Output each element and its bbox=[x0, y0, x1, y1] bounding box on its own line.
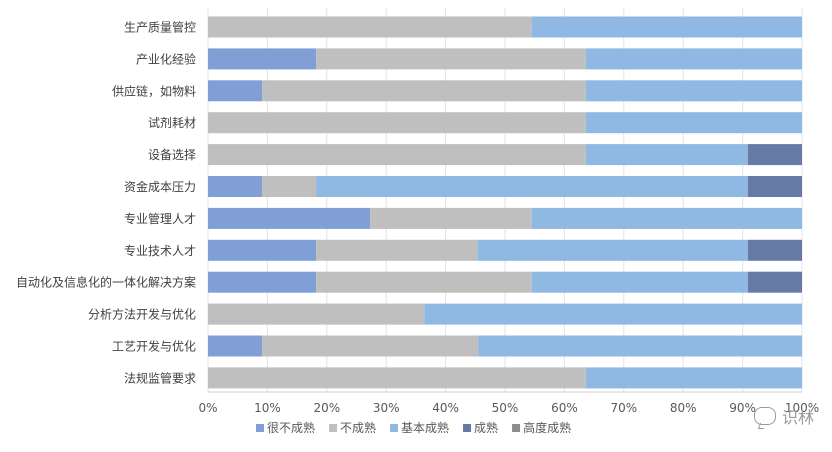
bar-segment-3 bbox=[531, 207, 802, 229]
category-label: 产业化经验 bbox=[136, 51, 196, 66]
category-label: 资金成本压力 bbox=[124, 179, 196, 194]
bar-segment-4 bbox=[747, 144, 802, 166]
bar-segment-2 bbox=[262, 335, 479, 357]
legend-label: 很不成熟 bbox=[267, 420, 315, 435]
x-tick-label: 100% bbox=[785, 401, 819, 415]
bar-segment-3 bbox=[531, 271, 748, 293]
category-label: 专业技术人才 bbox=[124, 243, 196, 258]
bars-group bbox=[208, 16, 802, 389]
bar-segment-4 bbox=[747, 271, 802, 293]
bar-segment-1 bbox=[208, 176, 263, 197]
bar-segment-2 bbox=[262, 176, 317, 197]
category-label: 生产质量管控 bbox=[124, 20, 196, 35]
bar-segment-3 bbox=[531, 16, 802, 38]
x-tick-label: 30% bbox=[373, 401, 400, 415]
bar-segment-3 bbox=[585, 112, 802, 134]
bar-segment-2 bbox=[262, 80, 586, 102]
legend-label: 不成熟 bbox=[340, 420, 376, 435]
category-label: 自动化及信息化的一体化解决方案 bbox=[16, 275, 196, 290]
legend-swatch bbox=[463, 424, 472, 432]
category-label: 分析方法开发与优化 bbox=[88, 307, 196, 322]
x-tick-label: 90% bbox=[729, 401, 756, 415]
x-tick-label: 40% bbox=[432, 401, 459, 415]
x-tick-label: 60% bbox=[551, 401, 578, 415]
bar-segment-2 bbox=[370, 207, 532, 229]
bar-segment-3 bbox=[478, 335, 802, 357]
legend-swatch bbox=[329, 424, 338, 432]
bar-segment-3 bbox=[585, 80, 802, 102]
watermark-text: 识林 bbox=[781, 408, 814, 427]
category-label: 供应链，如物料 bbox=[112, 83, 196, 98]
bar-segment-1 bbox=[208, 335, 263, 357]
bar-segment-3 bbox=[585, 48, 802, 70]
x-tick-label: 0% bbox=[198, 401, 217, 415]
gridlines bbox=[207, 8, 803, 392]
bar-segment-1 bbox=[208, 239, 317, 261]
category-label: 试剂耗材 bbox=[148, 115, 196, 130]
bar-segment-1 bbox=[208, 48, 317, 70]
bar-segment-3 bbox=[316, 176, 748, 197]
bar-segment-2 bbox=[208, 303, 425, 325]
legend-label: 高度成熟 bbox=[523, 420, 571, 435]
bar-segment-2 bbox=[316, 239, 478, 261]
x-tick-label: 50% bbox=[492, 401, 519, 415]
bar-segment-2 bbox=[208, 112, 586, 134]
category-label: 设备选择 bbox=[148, 148, 196, 162]
bar-segment-3 bbox=[585, 367, 802, 389]
legend-swatch bbox=[512, 424, 521, 432]
bar-segment-3 bbox=[477, 239, 748, 261]
category-label: 专业管理人才 bbox=[124, 211, 196, 226]
category-label: 工艺开发与优化 bbox=[112, 339, 196, 354]
bar-segment-2 bbox=[208, 16, 532, 38]
legend-swatch bbox=[390, 424, 399, 432]
bar-segment-2 bbox=[208, 144, 586, 166]
legend-label: 基本成熟 bbox=[401, 420, 449, 435]
x-tick-label: 80% bbox=[670, 401, 697, 415]
x-tick-label: 20% bbox=[313, 401, 340, 415]
category-label: 法规监管要求 bbox=[124, 370, 196, 385]
bar-segment-4 bbox=[747, 239, 802, 261]
bar-segment-2 bbox=[316, 48, 586, 70]
bar-segment-1 bbox=[208, 271, 317, 293]
legend-label: 成熟 bbox=[474, 420, 498, 435]
bar-segment-2 bbox=[316, 271, 532, 293]
watermark: 识林 bbox=[753, 404, 814, 428]
bar-segment-3 bbox=[585, 144, 748, 166]
bar-segment-2 bbox=[208, 367, 586, 389]
bar-segment-1 bbox=[208, 207, 371, 229]
legend: 很不成熟 不成熟 基本成熟 成熟 高度成熟 bbox=[256, 420, 571, 435]
bar-segment-4 bbox=[747, 176, 802, 197]
chat-bubble-icon bbox=[753, 407, 776, 425]
bar-segment-1 bbox=[208, 80, 263, 102]
x-tick-label: 10% bbox=[254, 401, 281, 415]
x-tick-label: 70% bbox=[610, 401, 637, 415]
bar-segment-3 bbox=[424, 303, 802, 325]
legend-swatch bbox=[256, 424, 264, 432]
